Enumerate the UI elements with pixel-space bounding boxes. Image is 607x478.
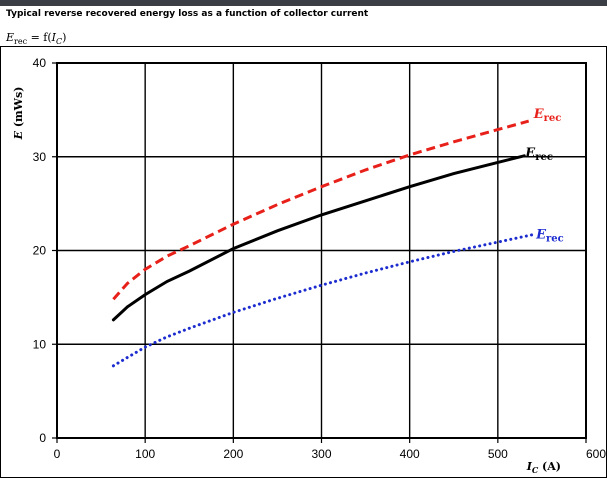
y-tick-label: 0 <box>39 431 46 445</box>
y-tick-label: 10 <box>33 337 47 351</box>
x-tick-label: 600 <box>586 447 606 461</box>
series-label: Erec <box>535 228 564 245</box>
chart-caption: Typical reverse recovered energy loss as… <box>6 9 369 19</box>
x-tick-label: 100 <box>135 447 155 461</box>
y-tick-label: 40 <box>33 56 47 70</box>
y-axis-label: E (mWs) <box>12 87 25 141</box>
formula-arg-sub: C <box>56 37 63 47</box>
y-tick-label: 20 <box>33 244 47 258</box>
x-axis-label: IC (A) <box>526 460 561 475</box>
series-label: Erec <box>533 107 562 124</box>
formula-close: ) <box>62 31 67 44</box>
x-tick-label: 500 <box>488 447 508 461</box>
series-line-dotted <box>111 233 535 368</box>
x-tick-label: 400 <box>400 447 420 461</box>
x-tick-label: 200 <box>223 447 243 461</box>
y-tick-label: 30 <box>33 150 47 164</box>
formula-eq: = f( <box>27 31 52 44</box>
x-tick-label: 0 <box>54 447 61 461</box>
formula-lhs-sub: rec <box>14 37 28 47</box>
formula-lhs-var: E <box>6 31 15 44</box>
series-label: Erec <box>524 146 553 163</box>
chart-formula: Erec = f(IC) <box>6 31 66 46</box>
x-tick-label: 300 <box>311 447 331 461</box>
series-line-solid <box>111 154 526 322</box>
header-bar <box>0 0 607 6</box>
formula-arg-var: I <box>51 31 57 44</box>
series-line-dashed <box>112 119 530 301</box>
